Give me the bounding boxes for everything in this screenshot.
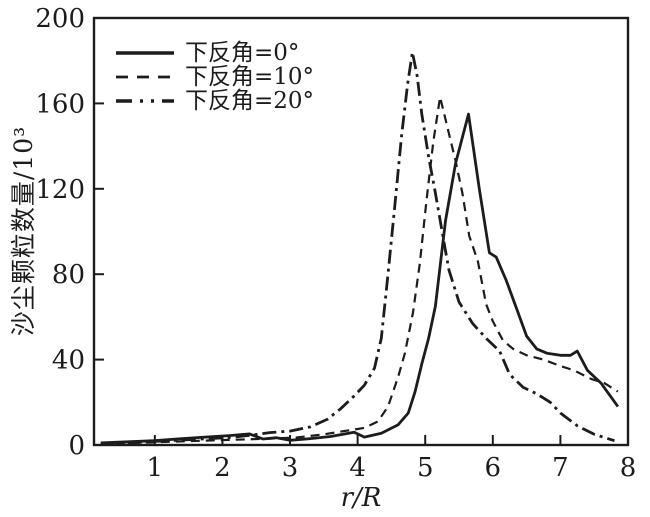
legend-sample-dashed: [116, 75, 174, 79]
y-tick-label: 160: [35, 89, 85, 119]
legend-label: 下反角=0°: [185, 40, 300, 66]
legend-sample-solid: [116, 51, 174, 55]
series-solid: [100, 112, 620, 445]
y-tick-label: 80: [52, 260, 85, 290]
legend-item-10deg: 下反角=10°: [112, 65, 314, 89]
x-tick-label: 7: [552, 453, 569, 483]
x-tick-label: 3: [282, 453, 299, 483]
y-tick-label: 0: [68, 431, 85, 461]
legend-label: 下反角=10°: [185, 64, 315, 90]
x-tick-label: 6: [485, 453, 502, 483]
series-dashed: [100, 95, 619, 445]
x-tick-label: 2: [214, 453, 231, 483]
x-tick-label: 1: [147, 453, 164, 483]
y-tick-label: 200: [35, 4, 85, 34]
x-tick-label: 8: [620, 453, 637, 483]
x-tick-label: 4: [349, 453, 366, 483]
x-axis-label: r/R: [340, 483, 382, 513]
legend-item-20deg: 下反角=20°: [112, 89, 314, 113]
x-tick-label: 5: [417, 453, 434, 483]
y-tick-label: 40: [52, 346, 85, 376]
y-tick-label: 120: [35, 175, 85, 205]
series-dashdot: [100, 50, 615, 446]
legend-label: 下反角=20°: [185, 88, 315, 114]
plot-frame: [92, 16, 630, 447]
legend-sample-dashdot: [116, 99, 174, 103]
legend: 下反角=0° 下反角=10° 下反角=20°: [112, 41, 314, 113]
legend-item-0deg: 下反角=0°: [112, 41, 314, 65]
y-axis-label: 沙尘颗粒数量/10³: [9, 125, 38, 337]
